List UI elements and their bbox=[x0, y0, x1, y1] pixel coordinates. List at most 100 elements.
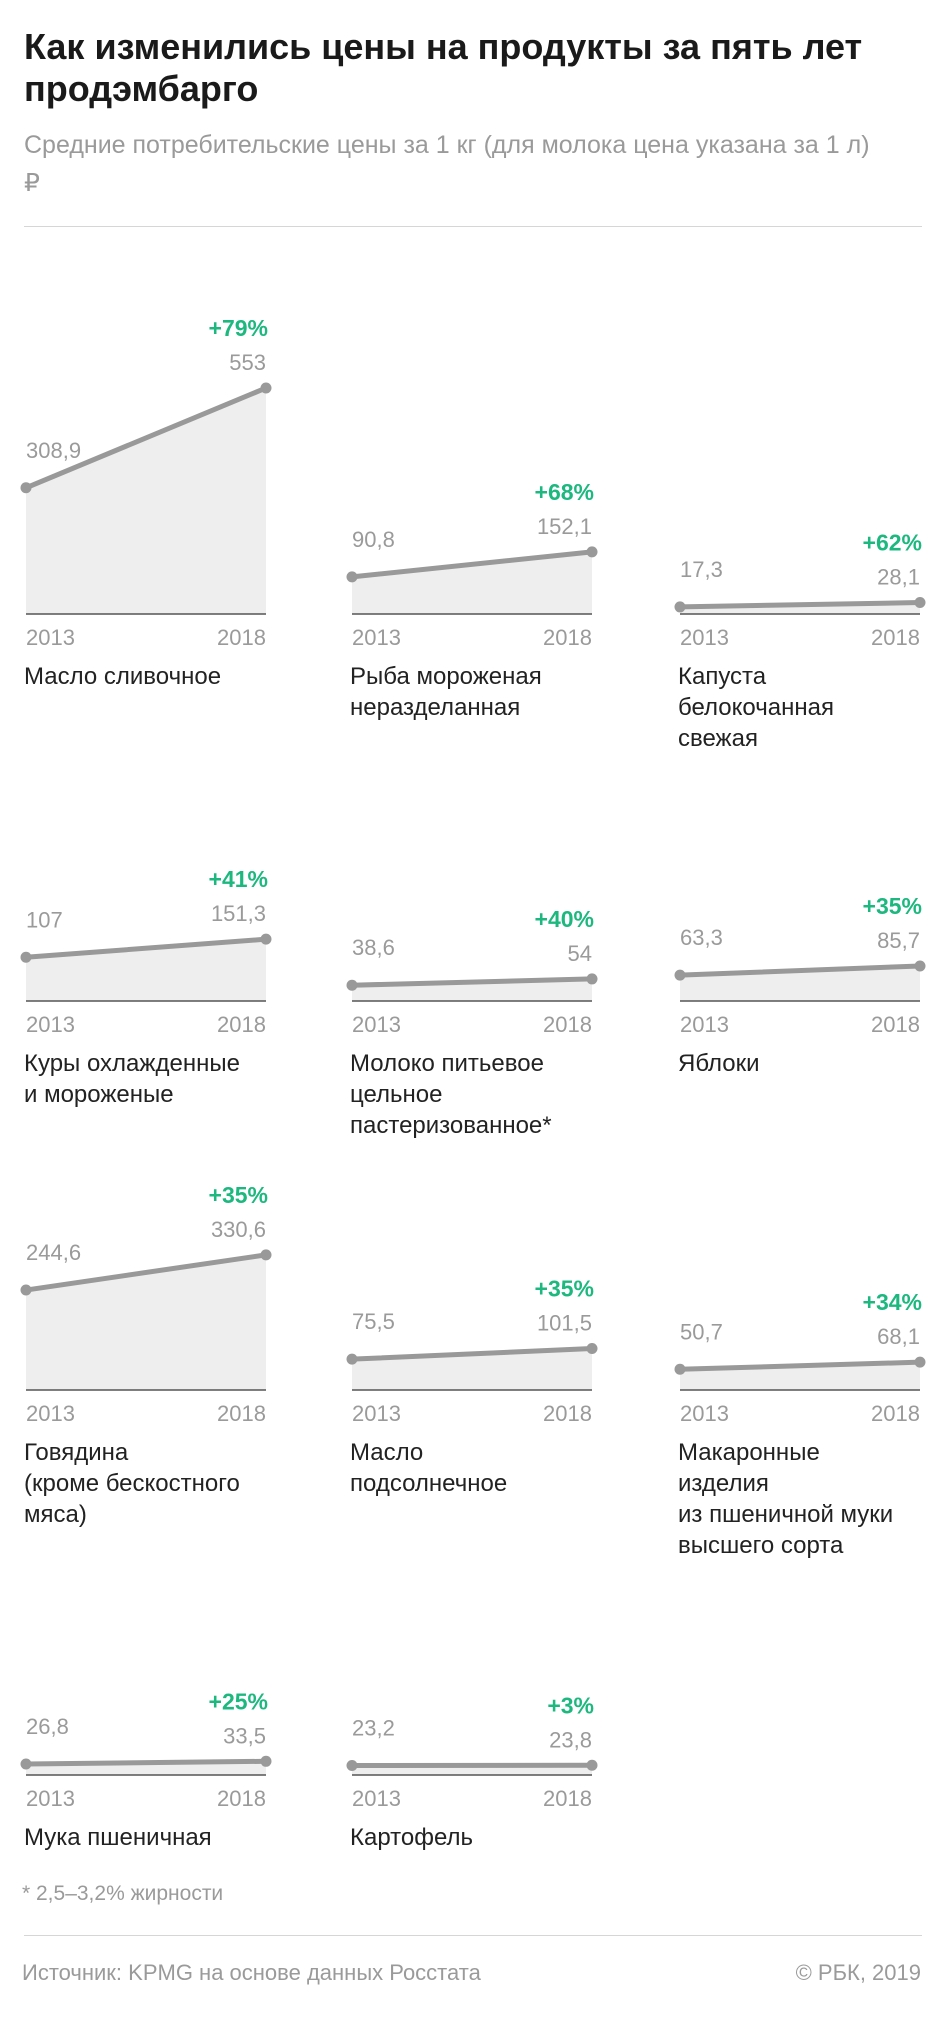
chart-title: Как изменились цены на продукты за пять … bbox=[24, 26, 863, 109]
panel-11-year-end: 2018 bbox=[543, 1786, 592, 1811]
panel-7-label-line-3: мяса) bbox=[24, 1501, 87, 1528]
panel-2-year-start: 2013 bbox=[352, 625, 401, 650]
panel-2-value-2013: 90,8 bbox=[352, 527, 395, 552]
panel-5-change: +40% bbox=[535, 906, 594, 932]
panel-3-value-2013: 17,3 bbox=[680, 557, 723, 582]
panel-4-year-start: 2013 bbox=[26, 1012, 75, 1037]
panel-5-year-start: 2013 bbox=[352, 1012, 401, 1037]
panel-1-value-2013: 308,9 bbox=[26, 438, 81, 463]
panel-1-value-2018: 553 bbox=[229, 350, 266, 375]
panel-8-year-end: 2018 bbox=[543, 1401, 592, 1426]
panel-6-line bbox=[677, 963, 923, 978]
unit-label: ₽ bbox=[24, 169, 40, 197]
panel-1-area bbox=[26, 388, 266, 614]
panel-3-point-2013 bbox=[674, 601, 686, 613]
panel-2-point-2018 bbox=[586, 546, 598, 558]
panel-1-line bbox=[23, 385, 269, 491]
panel-3-label-line-1: Капуста bbox=[678, 663, 767, 690]
panel-2-label-line-2: неразделанная bbox=[350, 694, 520, 721]
panel-9-point-2018 bbox=[914, 1356, 926, 1368]
panel-4-value-2018: 151,3 bbox=[211, 901, 266, 926]
panel-6-value-2018: 85,7 bbox=[877, 928, 920, 953]
panel-9-year-end: 2018 bbox=[871, 1401, 920, 1426]
panel-2-change: +68% bbox=[535, 479, 594, 505]
panel-10-change: +25% bbox=[209, 1688, 268, 1714]
panel-3-point-2018 bbox=[914, 597, 926, 609]
panel-1-change: +79% bbox=[209, 315, 268, 341]
panel-4-label-line-2: и мороженые bbox=[24, 1081, 174, 1108]
panel-7-year-end: 2018 bbox=[217, 1401, 266, 1426]
panel-9-year-start: 2013 bbox=[680, 1401, 729, 1426]
panel-9-label-line-1: Макаронные bbox=[678, 1439, 820, 1466]
panel-1-year-end: 2018 bbox=[217, 625, 266, 650]
panel-11-year-start: 2013 bbox=[352, 1786, 401, 1811]
panel-7-area bbox=[26, 1254, 266, 1390]
panel-8-point-2018 bbox=[586, 1343, 598, 1355]
panel-5-label-line-3: пастеризованное* bbox=[350, 1112, 552, 1139]
panel-3-year-start: 2013 bbox=[680, 625, 729, 650]
panel-6-year-end: 2018 bbox=[871, 1012, 920, 1037]
panel-8-label-line-1: Масло bbox=[350, 1439, 423, 1466]
small-multiples-chart: 308,9 553 +79% 2013 2018 Масло сливочное 90,8 1… bbox=[20, 315, 926, 1851]
panel-10-value-2018: 33,5 bbox=[223, 1723, 266, 1748]
panel-4-value-2013: 107 bbox=[26, 907, 63, 932]
panel-5-point-2018 bbox=[586, 973, 598, 985]
panel-7-label-line-1: Говядина bbox=[24, 1439, 129, 1466]
panel-2-year-end: 2018 bbox=[543, 625, 592, 650]
panel-8-point-2013 bbox=[346, 1353, 358, 1365]
panel-2-value-2018: 152,1 bbox=[537, 514, 592, 539]
panel-2-line bbox=[349, 549, 595, 580]
panel-5-line bbox=[349, 976, 595, 988]
subtitle-text: Средние потребительские цены за 1 кг (дл… bbox=[24, 131, 870, 159]
panel-7-point-2018 bbox=[260, 1249, 272, 1261]
panel-5-value-2018: 54 bbox=[568, 941, 592, 966]
panel-2-label-line-1: Рыба мороженая bbox=[350, 663, 542, 690]
panel-3-change: +62% bbox=[863, 530, 922, 556]
panel-8-value-2018: 101,5 bbox=[537, 1311, 592, 1336]
panel-9-value-2013: 50,7 bbox=[680, 1319, 723, 1344]
panel-4-point-2018 bbox=[260, 933, 272, 945]
panel-4-point-2013 bbox=[20, 951, 32, 963]
panel-5-value-2013: 38,6 bbox=[352, 935, 395, 960]
panel-8-line bbox=[349, 1346, 595, 1362]
panel-6-point-2018 bbox=[914, 960, 926, 972]
panel-9-point-2013 bbox=[674, 1363, 686, 1375]
source-note: Источник: KPMG на основе данных Росстата bbox=[22, 1960, 481, 1985]
panel-8-label-line-2: подсолнечное bbox=[350, 1470, 507, 1497]
panel-9-label-line-2: изделия bbox=[678, 1470, 769, 1497]
panel-4-line bbox=[23, 936, 269, 960]
panel-10-line bbox=[23, 1758, 269, 1767]
panel-5-label-line-1: Молоко питьевое bbox=[350, 1050, 544, 1077]
panel-6-year-start: 2013 bbox=[680, 1012, 729, 1037]
panel-2-point-2013 bbox=[346, 571, 358, 583]
panel-1-point-2018 bbox=[260, 382, 272, 394]
panel-10-label-line-1: Мука пшеничная bbox=[24, 1824, 212, 1851]
panel-5-label-line-2: цельное bbox=[350, 1081, 442, 1108]
panel-10-point-2018 bbox=[260, 1755, 272, 1767]
footnote: * 2,5–3,2% жирности bbox=[22, 1882, 224, 1905]
panel-1-label-line-1: Масло сливочное bbox=[24, 663, 221, 690]
panel-1-point-2013 bbox=[20, 482, 32, 494]
panel-4-change: +41% bbox=[209, 866, 268, 892]
panel-10-year-start: 2013 bbox=[26, 1786, 75, 1811]
panel-3-label-line-3: свежая bbox=[678, 725, 758, 752]
copyright: © РБК, 2019 bbox=[795, 1960, 921, 1985]
panel-3-value-2018: 28,1 bbox=[877, 565, 920, 590]
panel-11-point-2013 bbox=[346, 1760, 358, 1772]
panel-10-year-end: 2018 bbox=[217, 1786, 266, 1811]
panel-5-year-end: 2018 bbox=[543, 1012, 592, 1037]
panel-6-point-2013 bbox=[674, 969, 686, 981]
chart-subtitle: Средние потребительские цены за 1 кг (дл… bbox=[24, 126, 924, 202]
panel-8-change: +35% bbox=[535, 1276, 594, 1302]
panel-9-change: +34% bbox=[863, 1289, 922, 1315]
panel-8-year-start: 2013 bbox=[352, 1401, 401, 1426]
panel-6-value-2013: 63,3 bbox=[680, 925, 723, 950]
panel-6-label-line-1: Яблоки bbox=[678, 1050, 760, 1077]
panel-7-point-2013 bbox=[20, 1284, 32, 1296]
panel-3-year-end: 2018 bbox=[871, 625, 920, 650]
panel-10-value-2013: 26,8 bbox=[26, 1714, 69, 1739]
panel-11-value-2018: 23,8 bbox=[549, 1727, 592, 1752]
panel-2-area bbox=[352, 551, 592, 614]
panel-8-value-2013: 75,5 bbox=[352, 1309, 395, 1334]
panel-9-value-2018: 68,1 bbox=[877, 1324, 920, 1349]
